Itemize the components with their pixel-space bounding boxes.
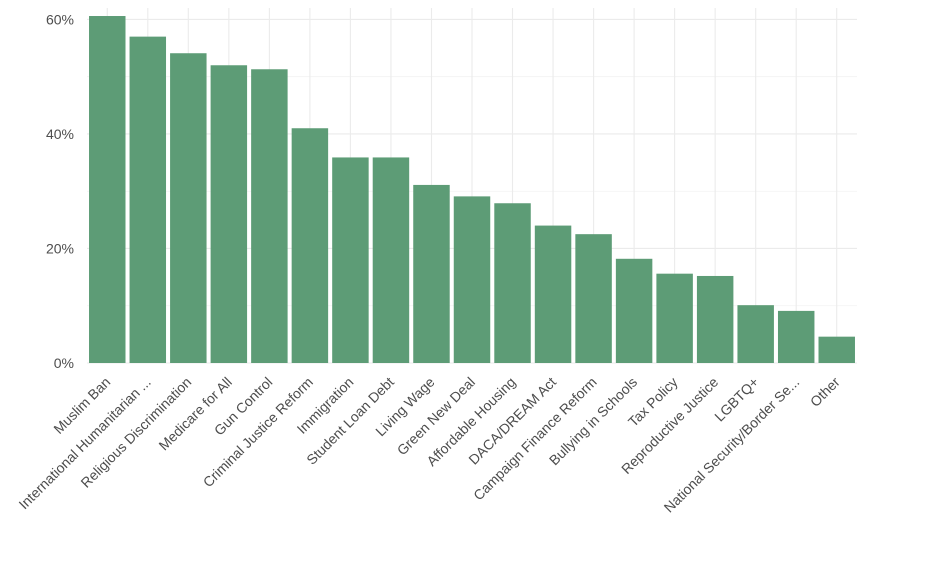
bar	[332, 157, 369, 363]
bar	[89, 16, 126, 364]
bar	[615, 258, 653, 363]
y-tick-label: 20%	[46, 240, 74, 256]
bar	[818, 336, 855, 363]
y-tick-label: 40%	[46, 126, 74, 142]
bar	[372, 157, 410, 363]
bar	[534, 225, 572, 363]
bar	[413, 184, 450, 363]
bar	[170, 53, 207, 363]
bar	[737, 305, 774, 363]
x-tick-label: Other	[807, 374, 843, 410]
y-tick-label: 60%	[46, 11, 74, 27]
bars	[89, 16, 855, 364]
bar	[777, 310, 815, 363]
bar	[453, 196, 491, 363]
bar	[291, 128, 329, 363]
y-tick-label: 0%	[54, 355, 74, 371]
bar	[210, 65, 248, 364]
bar	[251, 69, 288, 364]
bar	[494, 203, 531, 363]
bar	[575, 234, 612, 363]
bar	[129, 36, 167, 364]
y-axis: 0% 20% 40% 60%	[46, 11, 74, 371]
bar	[656, 273, 693, 363]
bar	[696, 275, 734, 363]
